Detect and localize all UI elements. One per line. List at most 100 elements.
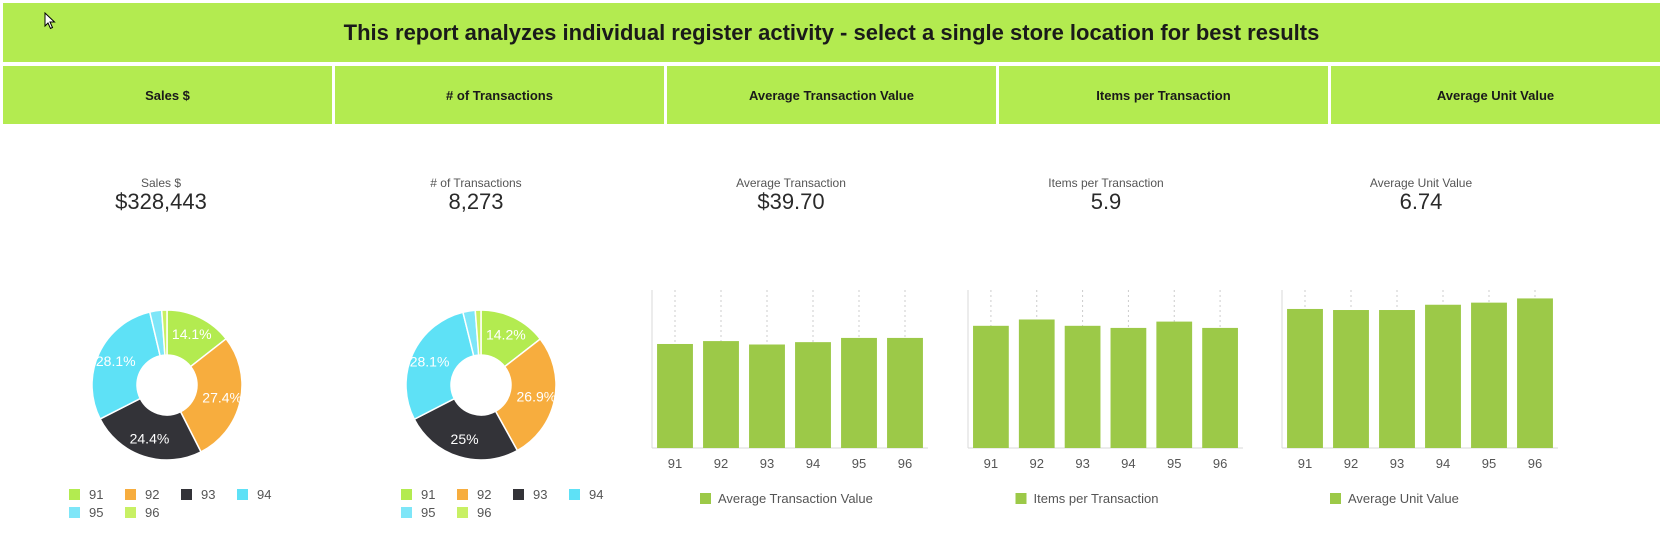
kpi-transactions: # of Transactions 8,273 (319, 176, 633, 214)
bar-91 (657, 343, 693, 448)
kpi-avg-transaction: Average Transaction $39.70 (634, 176, 948, 214)
pie-slice-93 (99, 397, 202, 461)
kpi-value: 5.9 (1090, 189, 1122, 214)
legend-label-91: 91 (89, 487, 103, 502)
pie-data-label: 14.1% (172, 326, 212, 342)
bar-95 (841, 337, 877, 448)
pie-data-label: 28.1% (410, 354, 450, 370)
legend-swatch-96 (457, 507, 468, 518)
legend-swatch-94 (237, 489, 248, 500)
legend-label-92: 92 (477, 487, 491, 502)
x-tick-label: 92 (714, 456, 728, 471)
kpi-value: $39.70 (757, 189, 825, 214)
pie-data-label: 14.2% (486, 326, 526, 342)
legend-label-95: 95 (421, 505, 435, 520)
bar-94 (795, 342, 831, 448)
kpi-value: 8,273 (448, 189, 504, 214)
x-tick-label: 95 (852, 456, 866, 471)
bar-96 (1517, 298, 1553, 448)
legend-swatch-92 (125, 489, 136, 500)
bar-93 (749, 344, 785, 448)
panel-header-avg-transaction[interactable]: Average Transaction Value (667, 66, 996, 124)
legend-swatch (1330, 493, 1341, 504)
legend-label-93: 93 (533, 487, 547, 502)
legend-label-94: 94 (257, 487, 271, 502)
pie-data-label: 26.9% (517, 388, 557, 404)
kpi-label: Sales $ (140, 176, 182, 190)
legend-swatch-91 (401, 489, 412, 500)
x-tick-label: 92 (1344, 456, 1358, 471)
kpi-label: # of Transactions (430, 176, 522, 190)
panel-header-items-per-transaction[interactable]: Items per Transaction (999, 66, 1328, 124)
legend-swatch (700, 493, 711, 504)
kpi-label: Average Unit Value (1369, 176, 1473, 190)
bar-93 (1379, 310, 1415, 448)
kpi-items-per-transaction: Items per Transaction 5.9 (949, 176, 1263, 214)
x-tick-label: 91 (1298, 456, 1312, 471)
x-tick-label: 91 (668, 456, 682, 471)
x-tick-label: 95 (1482, 456, 1496, 471)
legend-label-92: 92 (145, 487, 159, 502)
bar-96 (1202, 327, 1238, 448)
legend-swatch-95 (69, 507, 80, 518)
pie-slice-94 (91, 311, 162, 420)
legend-swatch-92 (457, 489, 468, 500)
bar-92 (1018, 319, 1055, 448)
bar-92 (703, 341, 739, 448)
legend-label-96: 96 (477, 505, 491, 520)
legend-label-94: 94 (589, 487, 603, 502)
x-tick-label: 93 (1390, 456, 1404, 471)
x-tick-label: 93 (1075, 456, 1089, 471)
pie-slice-92 (494, 337, 557, 452)
pie-data-label: 27.4% (202, 389, 242, 405)
legend-swatch-94 (569, 489, 580, 500)
panel-header-row: Sales $ # of Transactions Average Transa… (3, 66, 1660, 124)
mouse-cursor-icon (44, 11, 56, 35)
legend-label-93: 93 (201, 487, 215, 502)
pie-data-label: 28.1% (96, 353, 136, 369)
pie-slice-93 (413, 397, 519, 461)
pie-slice-96 (160, 309, 168, 356)
legend-swatch-93 (513, 489, 524, 500)
bar-94 (1425, 304, 1461, 448)
x-tick-label: 94 (806, 456, 820, 471)
x-tick-label: 94 (1436, 456, 1450, 471)
bar-91 (973, 325, 1009, 448)
bar-96 (887, 337, 923, 448)
legend-swatch-91 (69, 489, 80, 500)
bar-91 (1287, 308, 1323, 448)
legend-label-91: 91 (421, 487, 435, 502)
x-tick-label: 95 (1167, 456, 1181, 471)
legend-swatch-95 (401, 507, 412, 518)
x-tick-label: 92 (1030, 456, 1044, 471)
bar-95 (1156, 321, 1193, 448)
panel-header-avg-unit-value[interactable]: Average Unit Value (1331, 66, 1660, 124)
kpi-sales: Sales $ $328,443 (4, 176, 318, 214)
kpi-value: $328,443 (115, 189, 207, 214)
pie-slice-92 (179, 337, 243, 453)
pie-slice-94 (405, 311, 475, 421)
x-tick-label: 96 (1213, 456, 1227, 471)
legend-label: Items per Transaction (1034, 491, 1159, 506)
kpi-value: 6.74 (1399, 189, 1443, 214)
legend-label: Average Transaction Value (718, 491, 873, 506)
kpi-label: Average Transaction (736, 176, 846, 190)
bar-92 (1333, 310, 1369, 448)
x-tick-label: 91 (984, 456, 998, 471)
legend-swatch-93 (181, 489, 192, 500)
bar-95 (1471, 302, 1507, 448)
pie-slice-96 (474, 309, 482, 356)
pie-data-label: 25% (451, 431, 479, 447)
legend-label-95: 95 (89, 505, 103, 520)
report-banner: This report analyzes individual register… (3, 3, 1660, 62)
legend-swatch (1015, 493, 1027, 504)
kpi-avg-unit-value: Average Unit Value 6.74 (1264, 176, 1578, 214)
panel-header-transactions[interactable]: # of Transactions (335, 66, 664, 124)
legend-label-96: 96 (145, 505, 159, 520)
x-tick-label: 94 (1121, 456, 1135, 471)
bar-94 (1110, 327, 1147, 448)
legend-label: Average Unit Value (1348, 491, 1459, 506)
panel-header-sales[interactable]: Sales $ (3, 66, 332, 124)
bar-93 (1064, 325, 1101, 448)
